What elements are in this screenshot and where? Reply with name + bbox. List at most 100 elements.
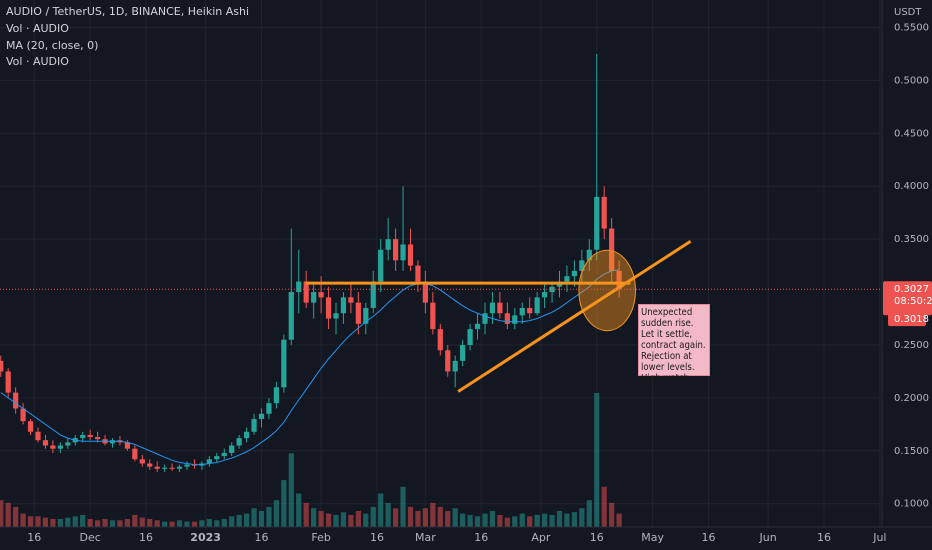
candle-body [407,244,414,266]
volume-bar [512,516,518,527]
volume-bar [340,512,347,527]
y-tick-label: 0.4000 [894,181,929,192]
volume-bar [549,514,555,527]
volume-bar [430,502,436,527]
plot [0,0,882,527]
candle-body [415,265,421,282]
candle-body [564,276,570,282]
candle-body [214,456,220,460]
volume-bar [132,514,138,527]
volume-bar [400,486,406,527]
volume-bar [311,508,317,527]
volume-bar [102,518,108,527]
candle-body [422,281,429,303]
candle-body [392,239,399,261]
volume-bar [378,493,384,527]
chart-title: AUDIO / TetherUS, 1D, BINANCE, Heikin As… [6,5,249,18]
candle-body [124,442,131,449]
candle-body [13,392,19,409]
x-tick-label: 16 [701,531,715,544]
candle-body [184,464,190,467]
candle-body [154,466,160,469]
x-tick-label: Mar [415,531,436,544]
volume-bar [191,521,198,527]
volume-bar [206,518,212,527]
ma-line [0,269,620,466]
volume-bar [497,514,503,527]
volume-bar [541,513,548,527]
volume-bar [556,510,563,527]
candle-body [87,434,93,438]
candle-body [139,459,145,464]
volume-bar [80,514,86,527]
x-tick-label: 16 [590,531,604,544]
candle-body [266,403,272,414]
volume-bar [527,516,533,527]
x-tick-label: Apr [531,531,551,544]
volume-bar [169,521,175,527]
candle-body [355,302,361,324]
candle-body [169,467,175,469]
candle-body [50,445,56,449]
volume-bar [504,517,510,527]
volume-bar [452,508,458,527]
candle-body [94,437,101,440]
y-tick-label: 0.5500 [894,23,929,34]
candle-body [437,329,443,351]
y-tick-label: 0.2500 [894,340,929,351]
volume-bar [94,520,101,527]
candle-body [519,307,525,316]
highlight-ellipse [578,249,636,332]
volume-bar [236,514,242,527]
candle-body [176,466,183,469]
candle-body [0,360,4,372]
candle-body [489,302,496,314]
volume-bar [445,510,451,527]
y-tick-label: 0.1500 [894,446,929,457]
candle-body [452,360,458,372]
y-tick-label: 0.3500 [894,234,929,245]
volume-bar [154,520,160,527]
x-tick-label: 16 [474,531,488,544]
candle-body [80,434,86,439]
x-tick-label: Jul [872,531,886,544]
candle-body [579,260,585,271]
volume-bar [147,518,153,527]
candle-body [311,292,317,303]
x-tick-label: 2023 [190,531,221,544]
x-tick-label: 16 [370,531,384,544]
volume-bar [35,516,41,527]
volume-bar [229,516,235,527]
volume-bar [50,518,56,527]
volume-bar [0,500,4,527]
volume-bar [303,502,309,527]
volume-bar [564,513,570,527]
last-price-label: 0.3027 [894,284,929,295]
candle-body [467,329,473,345]
candle-body [385,239,391,250]
currency-label: USDT [894,7,922,18]
candle-body [35,431,41,441]
volume-bar [221,518,227,527]
volume-bar [609,502,615,527]
candle-body [497,302,503,314]
volume-bar [385,502,391,527]
y-tick-label: 0.2000 [894,393,929,404]
candle-body [601,196,607,229]
candle-body [504,313,510,324]
candle-body [609,228,615,271]
candle-body [370,281,376,308]
candle-body [65,442,71,446]
candle-body [288,292,294,340]
candle-body [258,413,265,420]
candle-body [251,419,257,432]
candle-body [541,292,548,298]
candle-body [430,302,436,330]
volume-bar [616,513,622,527]
candle-body [109,440,116,444]
volume-bar [422,508,429,527]
volume-bar [355,510,361,527]
prev-price-label: 0.3018 [894,314,929,325]
candle-body [296,281,302,293]
